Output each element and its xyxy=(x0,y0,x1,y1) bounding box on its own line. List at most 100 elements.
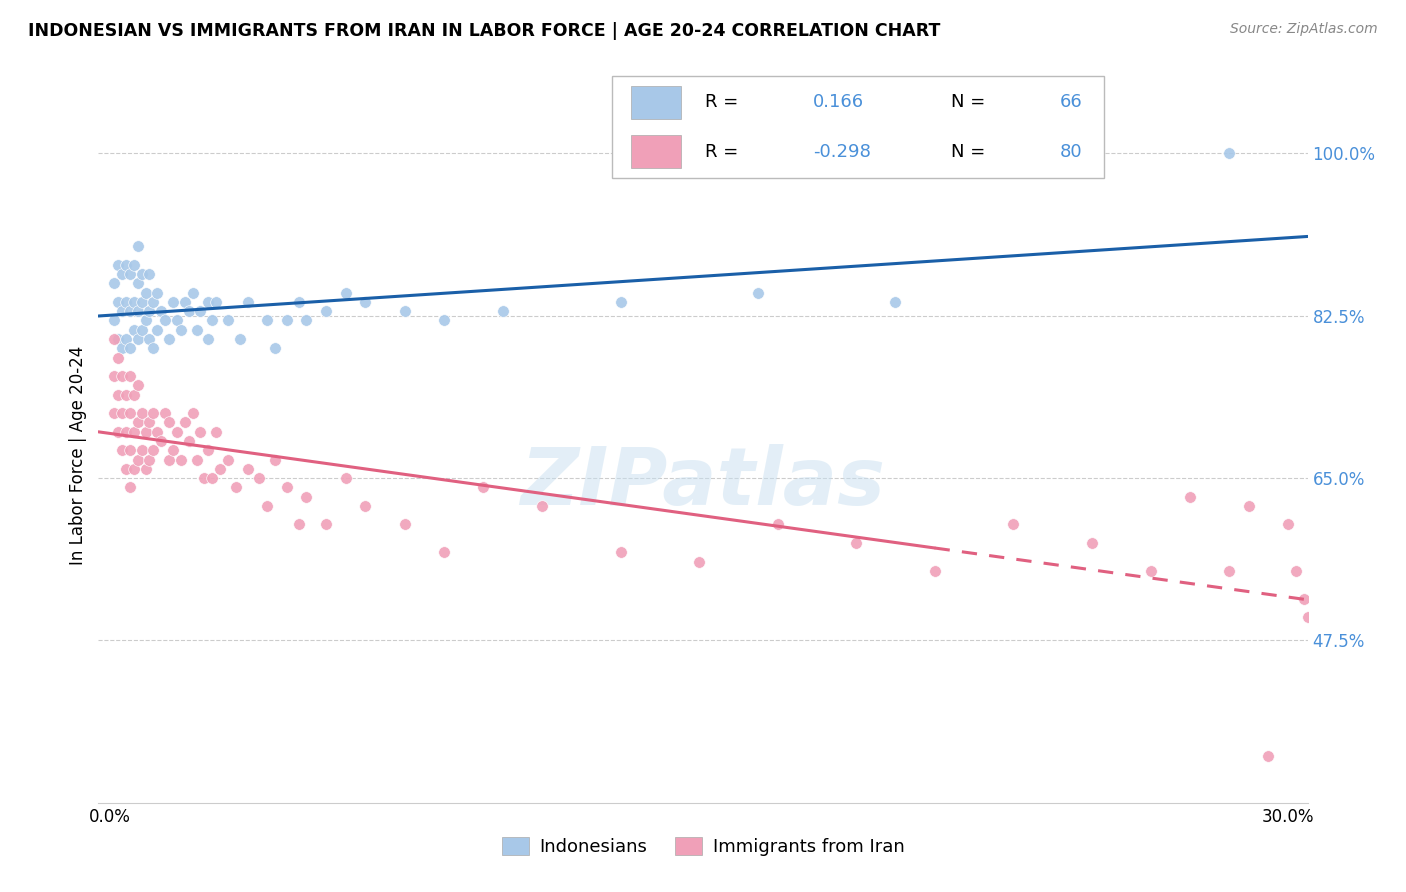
Point xyxy=(111,406,134,420)
Text: N =: N = xyxy=(950,143,991,161)
Point xyxy=(166,425,188,439)
Point xyxy=(138,304,160,318)
Point xyxy=(122,425,145,439)
Point xyxy=(122,462,145,476)
Point xyxy=(177,304,200,318)
Text: 80: 80 xyxy=(1060,143,1083,161)
Point xyxy=(236,294,259,309)
Point xyxy=(217,452,239,467)
Point xyxy=(1139,564,1161,578)
Point xyxy=(225,480,247,494)
Point xyxy=(146,425,169,439)
Point xyxy=(433,545,456,559)
Point xyxy=(335,285,357,300)
Point xyxy=(264,341,287,355)
Point xyxy=(122,294,145,309)
Point xyxy=(1218,146,1240,161)
Point xyxy=(1296,610,1319,624)
Point xyxy=(177,434,200,448)
Point xyxy=(107,425,129,439)
Point xyxy=(142,341,165,355)
Point xyxy=(197,294,219,309)
Point xyxy=(295,490,318,504)
Point xyxy=(122,323,145,337)
Point xyxy=(150,304,173,318)
Point xyxy=(229,332,252,346)
Point xyxy=(127,378,149,392)
Point xyxy=(1257,749,1279,764)
Point xyxy=(118,443,141,458)
Point xyxy=(162,443,184,458)
Point xyxy=(190,425,212,439)
Text: Source: ZipAtlas.com: Source: ZipAtlas.com xyxy=(1230,22,1378,37)
Point xyxy=(127,277,149,291)
Text: 0.166: 0.166 xyxy=(813,94,865,112)
Point xyxy=(747,285,769,300)
Point xyxy=(217,313,239,327)
Point xyxy=(122,387,145,401)
Point xyxy=(118,267,141,281)
Point xyxy=(173,416,195,430)
Point xyxy=(131,406,153,420)
Point xyxy=(107,387,129,401)
Text: INDONESIAN VS IMMIGRANTS FROM IRAN IN LABOR FORCE | AGE 20-24 CORRELATION CHART: INDONESIAN VS IMMIGRANTS FROM IRAN IN LA… xyxy=(28,22,941,40)
Point xyxy=(131,323,153,337)
Point xyxy=(205,294,228,309)
Text: ZIPatlas: ZIPatlas xyxy=(520,443,886,522)
Point xyxy=(190,304,212,318)
Point xyxy=(1277,517,1299,532)
Point xyxy=(287,517,309,532)
Point xyxy=(111,369,134,384)
Point xyxy=(115,294,138,309)
Point xyxy=(142,294,165,309)
Point xyxy=(103,313,125,327)
Point xyxy=(354,499,377,513)
Point xyxy=(531,499,554,513)
Text: -0.298: -0.298 xyxy=(813,143,872,161)
Point xyxy=(103,406,125,420)
Point xyxy=(146,285,169,300)
Point xyxy=(247,471,270,485)
Point xyxy=(609,545,631,559)
Y-axis label: In Labor Force | Age 20-24: In Labor Force | Age 20-24 xyxy=(69,345,87,565)
Point xyxy=(1178,490,1201,504)
Point xyxy=(173,294,195,309)
Point xyxy=(287,294,309,309)
Point xyxy=(138,332,160,346)
Point xyxy=(433,313,456,327)
Point xyxy=(118,480,141,494)
Point xyxy=(131,443,153,458)
Point xyxy=(135,313,157,327)
Point xyxy=(115,332,138,346)
Point xyxy=(107,332,129,346)
Point xyxy=(111,304,134,318)
Point xyxy=(142,443,165,458)
Point xyxy=(166,313,188,327)
Point xyxy=(335,471,357,485)
Point xyxy=(1292,591,1315,606)
Point xyxy=(127,452,149,467)
Point xyxy=(135,462,157,476)
Point xyxy=(295,313,318,327)
Point xyxy=(127,304,149,318)
Point xyxy=(138,267,160,281)
Point xyxy=(276,313,298,327)
Point xyxy=(1218,564,1240,578)
Point xyxy=(153,406,176,420)
Point xyxy=(157,452,180,467)
Point xyxy=(157,416,180,430)
Point xyxy=(146,323,169,337)
Text: R =: R = xyxy=(704,143,744,161)
Point xyxy=(170,323,193,337)
Point xyxy=(1002,517,1025,532)
Point xyxy=(115,258,138,272)
Point xyxy=(127,416,149,430)
Point xyxy=(138,416,160,430)
Point xyxy=(209,462,232,476)
Point xyxy=(472,480,495,494)
Point xyxy=(1080,536,1102,550)
Point xyxy=(181,406,204,420)
Point xyxy=(492,304,515,318)
Point xyxy=(186,323,208,337)
Point xyxy=(115,425,138,439)
